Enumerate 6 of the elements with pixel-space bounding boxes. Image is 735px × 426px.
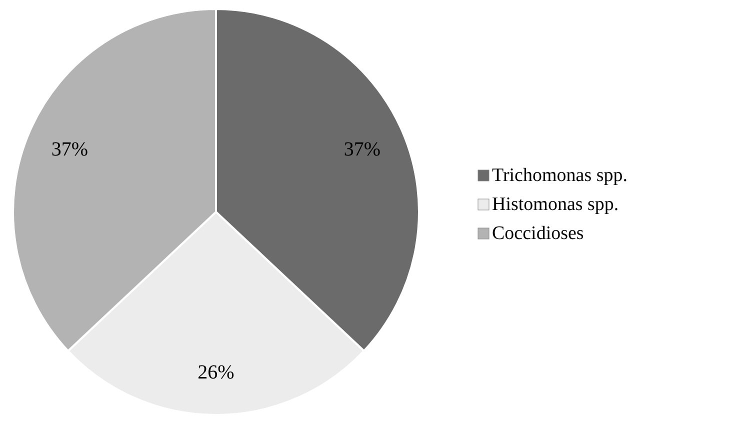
data-label: 26% bbox=[198, 361, 234, 384]
data-label: 37% bbox=[51, 138, 88, 161]
legend-label: Trichomonas spp. bbox=[492, 165, 628, 186]
legend-label: Histomonas spp. bbox=[492, 194, 619, 215]
legend-label: Coccidioses bbox=[492, 223, 584, 244]
data-label: 37% bbox=[344, 138, 381, 161]
